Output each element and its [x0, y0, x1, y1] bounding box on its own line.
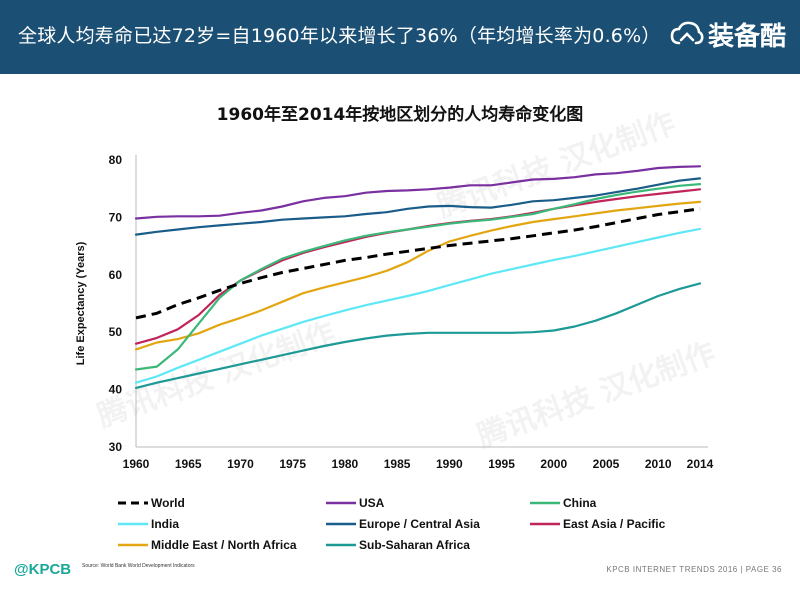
header-bar: 全球人均寿命已达72岁=自1960年以来增长了36%（年均增长率为0.6%） 装…: [0, 0, 800, 74]
x-tick-label: 1970: [227, 457, 254, 471]
legend-label-europe-central-asia: Europe / Central Asia: [359, 517, 480, 531]
series-line-india: [134, 227, 702, 384]
y-tick-label: 70: [109, 210, 123, 224]
legend-label-world: World: [151, 496, 185, 510]
x-tick-label: 1960: [123, 457, 150, 471]
legend-label-usa: USA: [359, 496, 385, 510]
chart-title: 1960年至2014年按地区划分的人均寿命变化图: [216, 105, 584, 125]
series-line-east-asia-pacific: [134, 188, 702, 345]
series-line-usa: [134, 165, 702, 220]
series-line-world: [135, 207, 701, 320]
footer-page-info: KPCB INTERNET TRENDS 2016 | PAGE 36: [606, 565, 782, 574]
legend-label-middle-east-north-africa: Middle East / North Africa: [151, 538, 297, 552]
legend-label-india: India: [151, 517, 179, 531]
x-tick-label: 2000: [540, 457, 567, 471]
x-tick-label: 2014: [687, 457, 714, 471]
legend-label-china: China: [563, 496, 597, 510]
x-tick-label: 1990: [436, 457, 463, 471]
x-tick-label: 2005: [593, 457, 620, 471]
legend-label-east-asia-pacific: East Asia / Pacific: [563, 517, 666, 531]
series-line-china: [134, 183, 702, 371]
x-tick-label: 1985: [384, 457, 411, 471]
y-tick-label: 30: [109, 440, 123, 454]
source-note: Source: World Bank World Development Ind…: [82, 563, 195, 569]
legend-label-sub-saharan-africa: Sub-Saharan Africa: [359, 538, 470, 552]
brand-name: 装备酷: [707, 22, 786, 52]
x-tick-label: 1965: [175, 457, 202, 471]
y-tick-label: 60: [109, 268, 123, 282]
series-line-europe-central-asia: [134, 177, 702, 236]
brand-logo: 装备酷: [670, 16, 786, 53]
x-tick-label: 1995: [488, 457, 515, 471]
x-tick-label: 2010: [645, 457, 672, 471]
y-axis-label: Life Expectancy (Years): [75, 241, 87, 365]
y-tick-label: 50: [109, 325, 123, 339]
x-tick-label: 1975: [279, 457, 306, 471]
x-tick-label: 1980: [332, 457, 359, 471]
series-line-middle-east-north-africa: [134, 200, 702, 351]
cloud-loop-icon: [670, 21, 704, 44]
series-line-sub-saharan-africa: [134, 282, 702, 389]
page-title: 全球人均寿命已达72岁=自1960年以来增长了36%（年均增长率为0.6%）: [18, 25, 661, 47]
footer-brand: @KPCB: [14, 561, 72, 578]
y-tick-label: 40: [109, 383, 123, 397]
y-tick-label: 80: [109, 153, 123, 167]
